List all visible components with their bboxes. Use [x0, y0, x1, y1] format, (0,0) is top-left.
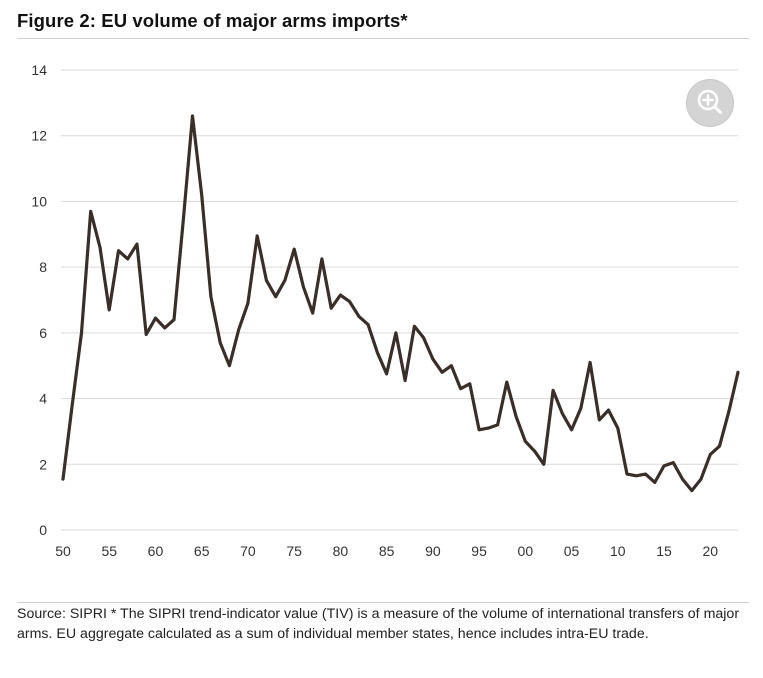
x-tick-label: 05	[564, 543, 580, 559]
y-tick-label: 14	[31, 62, 47, 78]
y-tick-label: 4	[39, 391, 47, 407]
source-note: Source: SIPRI * The SIPRI trend-indicato…	[17, 606, 740, 642]
x-tick-label: 95	[471, 543, 487, 559]
x-tick-label: 15	[656, 543, 672, 559]
x-axis-ticks: 50 55 60 65 70 75 80 85 90 95 00 05 10 15 20	[55, 543, 718, 559]
x-tick-label: 55	[101, 543, 117, 559]
top-divider	[17, 38, 749, 39]
y-tick-label: 8	[39, 259, 47, 275]
x-tick-label: 85	[379, 543, 395, 559]
x-tick-label: 75	[286, 543, 302, 559]
y-tick-label: 2	[39, 456, 47, 472]
gridlines	[61, 69, 738, 531]
y-tick-label: 10	[31, 193, 47, 209]
y-axis-ticks: 0 2 4 6 8 10 12 14	[31, 62, 47, 538]
chart-title: Figure 2: EU volume of major arms import…	[17, 10, 408, 31]
x-tick-label: 00	[518, 543, 534, 559]
y-tick-label: 6	[39, 325, 47, 341]
x-tick-label: 20	[702, 543, 718, 559]
line-chart: 0 2 4 6 8 10 12 14 50 55 60 65 70 75 80 85 90 95 00 05 10 15…	[31, 62, 740, 559]
y-tick-label: 12	[31, 128, 47, 144]
bottom-divider	[17, 602, 749, 603]
x-tick-label: 10	[610, 543, 626, 559]
x-tick-label: 70	[240, 543, 256, 559]
x-tick-label: 65	[194, 543, 210, 559]
series-line	[61, 114, 740, 493]
x-tick-label: 80	[333, 543, 349, 559]
zoom-in-icon	[697, 89, 722, 114]
x-tick-label: 90	[425, 543, 441, 559]
y-tick-label: 0	[39, 522, 47, 538]
zoom-button[interactable]	[686, 79, 734, 127]
x-tick-label: 50	[55, 543, 71, 559]
x-tick-label: 60	[148, 543, 164, 559]
